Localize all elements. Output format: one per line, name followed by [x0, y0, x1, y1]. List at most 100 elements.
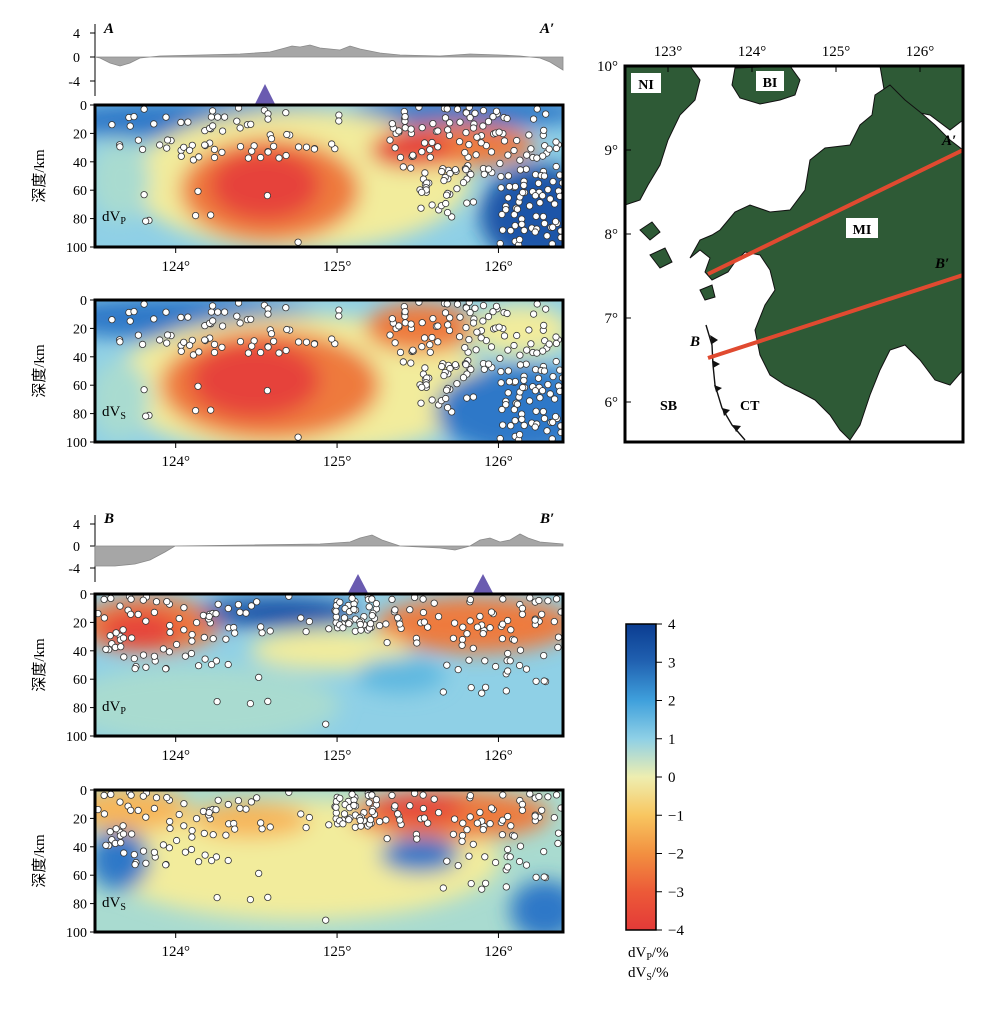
- earthquake-dot: [189, 156, 197, 164]
- earthquake-dot: [519, 188, 527, 197]
- earthquake-dot: [163, 597, 171, 606]
- earthquake-dot: [539, 407, 547, 416]
- depth-tick: 80: [73, 408, 87, 423]
- earthquake-dot: [529, 310, 538, 318]
- earthquake-dot: [210, 340, 219, 348]
- component-label: dVP: [102, 699, 126, 717]
- earthquake-dot: [127, 806, 135, 814]
- depth-tick: 100: [66, 926, 87, 941]
- earthquake-dot: [365, 799, 373, 807]
- island-label-negros: NI: [631, 73, 661, 93]
- earthquake-dot: [504, 649, 512, 658]
- earthquake-dot: [506, 657, 514, 665]
- earthquake-dot: [350, 605, 358, 614]
- depth-tick: 0: [80, 784, 87, 799]
- earthquake-dot: [126, 317, 134, 325]
- earthquake-dot: [234, 600, 242, 609]
- earthquake-dot: [189, 351, 197, 359]
- earthquake-dot: [439, 688, 447, 696]
- earthquake-dot: [426, 348, 434, 356]
- small-island: [699, 284, 716, 301]
- earthquake-dot: [210, 145, 219, 153]
- earthquake-dot: [513, 400, 522, 408]
- earthquake-dot: [134, 331, 142, 339]
- earthquake-dot: [497, 173, 505, 181]
- earthquake-dot: [188, 637, 196, 645]
- earthquake-dot: [526, 790, 534, 798]
- colorbar-tick: 2: [668, 694, 676, 710]
- earthquake-dot: [487, 804, 496, 812]
- earthquake-dot: [499, 595, 507, 603]
- earthquake-dot: [484, 360, 493, 368]
- earthquake-dot: [534, 374, 543, 382]
- earthquake-dot: [455, 333, 464, 341]
- earthquake-dot: [532, 873, 540, 881]
- earthquake-dot: [108, 121, 116, 129]
- earthquake-dot: [163, 793, 171, 802]
- earthquake-dot: [117, 643, 125, 651]
- earthquake-dot: [368, 807, 376, 816]
- earthquake-dot: [525, 202, 534, 210]
- earthquake-dot: [424, 623, 432, 631]
- earthquake-dot: [511, 183, 519, 191]
- earthquake-dot: [396, 348, 405, 356]
- earthquake-dot: [518, 415, 526, 423]
- earthquake-dot: [459, 179, 468, 187]
- earthquake-dot: [207, 113, 215, 121]
- depth-tick: 40: [73, 156, 87, 171]
- earthquake-dot: [391, 144, 399, 152]
- elevation-profile-b: 4 0 -4 B B′: [68, 511, 564, 593]
- earthquake-dot: [119, 830, 128, 838]
- earthquake-dot: [546, 195, 554, 203]
- earthquake-dot: [421, 364, 429, 372]
- earthquake-dot: [345, 620, 353, 628]
- earthquake-dot: [139, 792, 147, 800]
- elev-tick: 0: [73, 51, 80, 66]
- earthquake-dot: [224, 856, 232, 865]
- earthquake-dot: [544, 186, 552, 194]
- earthquake-dot: [554, 633, 563, 641]
- earthquake-dot: [472, 151, 480, 159]
- earthquake-dot: [484, 165, 493, 173]
- earthquake-dot: [388, 120, 396, 128]
- earthquake-dot: [142, 859, 150, 867]
- earthquake-dot: [476, 612, 484, 621]
- earthquake-dot: [150, 804, 158, 813]
- earthquake-dot: [282, 346, 290, 355]
- svg-text:NI: NI: [638, 78, 654, 93]
- colorbar-tick: −4: [668, 923, 684, 939]
- earthquake-dot: [473, 133, 481, 141]
- panel-frame: [93, 788, 565, 934]
- longitude-tick: 126°: [484, 454, 513, 470]
- component-label: dVS: [102, 404, 126, 422]
- profile-line-a: [707, 148, 963, 276]
- earthquake-dot: [120, 849, 128, 857]
- earthquake-dot: [459, 373, 468, 382]
- earthquake-dot: [193, 814, 201, 823]
- earthquake-dot: [264, 310, 272, 318]
- earthquake-dot: [294, 433, 302, 441]
- small-island: [649, 247, 673, 269]
- earthquake-dot: [481, 657, 489, 665]
- earthquake-dot: [487, 148, 496, 156]
- earthquake-dot: [201, 655, 209, 663]
- earthquake-dot: [442, 191, 451, 199]
- earthquake-dot: [231, 629, 239, 637]
- earthquake-dot: [139, 340, 147, 348]
- earthquake-dot: [112, 825, 120, 833]
- earthquake-dot: [442, 394, 450, 403]
- earthquake-dot: [139, 596, 147, 604]
- mindanao-island: [689, 84, 963, 441]
- earthquake-dot: [533, 349, 541, 357]
- earthquake-dot: [156, 141, 164, 149]
- earthquake-dot: [527, 340, 535, 348]
- earthquake-dot: [142, 813, 150, 821]
- earthquake-dot: [420, 334, 429, 342]
- earthquake-dot: [407, 359, 415, 367]
- depth-axis-label: 深度/km: [31, 638, 48, 692]
- earthquake-dot: [543, 232, 551, 240]
- earthquake-dot: [453, 380, 461, 388]
- earthquake-dot: [518, 610, 527, 618]
- earthquake-dot: [142, 412, 150, 420]
- map-profile-label-b-end: B′: [934, 256, 949, 272]
